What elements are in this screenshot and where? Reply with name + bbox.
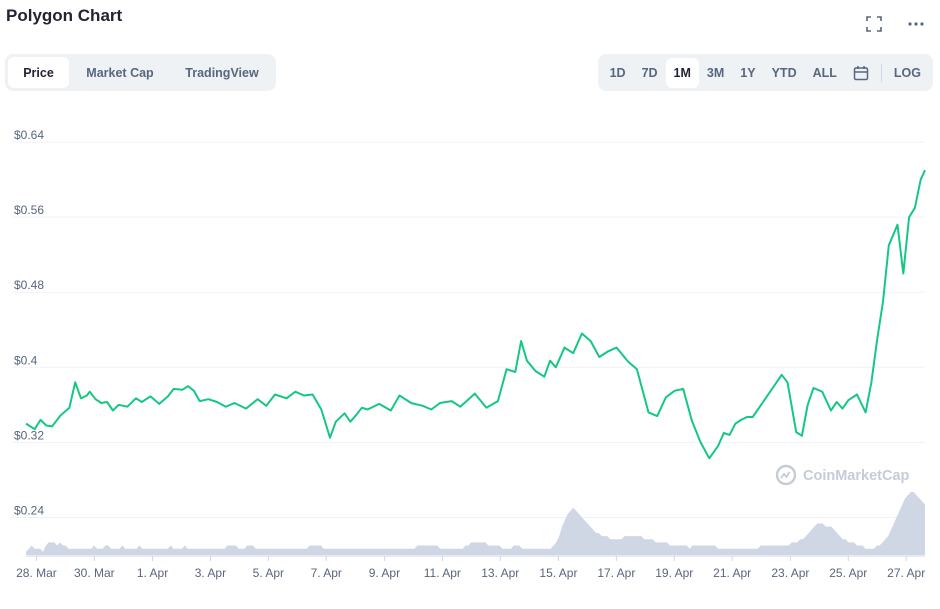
x-tick-label: 15. Apr [539, 566, 577, 580]
x-axis-ticks: 28. Mar 30. Mar 1. Apr 3. Apr 5. Apr 7. Apr 9.… [16, 555, 925, 580]
range-1m[interactable]: 1M [665, 57, 699, 88]
x-tick-label: 5. Apr [253, 566, 284, 580]
x-tick-label: 11. Apr [424, 566, 461, 580]
time-range-selector: 1D 7D 1M 3M 1Y YTD ALL LOG [597, 54, 933, 91]
y-axis-ticks: $0.64 $0.56 $0.48 $0.4 $0.32 $0.24 [14, 128, 44, 517]
header-actions [864, 14, 926, 34]
range-1d[interactable]: 1D [609, 65, 626, 80]
chart-type-tabs: Price Market Cap TradingView [5, 54, 276, 91]
tab-tradingview[interactable]: TradingView [185, 65, 259, 80]
y-tick-label: $0.48 [14, 278, 44, 292]
coinmarketcap-logo-icon [775, 464, 797, 486]
y-tick-label: $0.24 [14, 503, 44, 517]
x-tick-label: 19. Apr [655, 566, 693, 580]
volume-area [26, 492, 925, 555]
x-tick-label: 13. Apr [481, 566, 519, 580]
range-3m[interactable]: 3M [706, 65, 725, 80]
y-tick-label: $0.4 [14, 353, 38, 367]
tab-price[interactable]: Price [8, 57, 69, 88]
x-tick-label: 27. Apr [887, 566, 925, 580]
range-divider [880, 63, 882, 82]
range-7d[interactable]: 7D [641, 65, 658, 80]
y-tick-label: $0.56 [14, 203, 44, 217]
price-line [25, 169, 926, 460]
range-1y[interactable]: 1Y [740, 65, 756, 80]
x-tick-label: 17. Apr [597, 566, 635, 580]
watermark: CoinMarketCap [775, 464, 909, 486]
price-series [25, 169, 926, 460]
y-tick-label: $0.64 [14, 128, 44, 142]
grid-lines [12, 141, 925, 518]
x-tick-label: 28. Mar [16, 566, 57, 580]
x-tick-label: 9. Apr [369, 566, 400, 580]
log-scale-toggle[interactable]: LOG [893, 65, 921, 80]
x-tick-label: 30. Mar [74, 566, 115, 580]
volume-bars [26, 492, 925, 555]
x-tick-label: 23. Apr [771, 566, 809, 580]
x-tick-label: 25. Apr [829, 566, 867, 580]
expand-icon[interactable] [864, 14, 884, 34]
more-dots-icon[interactable] [906, 14, 926, 34]
x-tick-label: 21. Apr [713, 566, 751, 580]
x-tick-label: 1. Apr [137, 566, 168, 580]
coinmarketcap-logo-mark [780, 471, 791, 479]
chart-title: Polygon Chart [6, 6, 123, 25]
range-all[interactable]: ALL [812, 65, 837, 80]
x-tick-label: 3. Apr [195, 566, 226, 580]
range-ytd[interactable]: YTD [771, 65, 797, 80]
tab-market-cap[interactable]: Market Cap [86, 65, 154, 80]
watermark-text: CoinMarketCap [803, 468, 909, 484]
calendar-icon[interactable] [845, 58, 877, 88]
x-tick-label: 7. Apr [311, 566, 342, 580]
y-tick-label: $0.32 [14, 428, 44, 442]
